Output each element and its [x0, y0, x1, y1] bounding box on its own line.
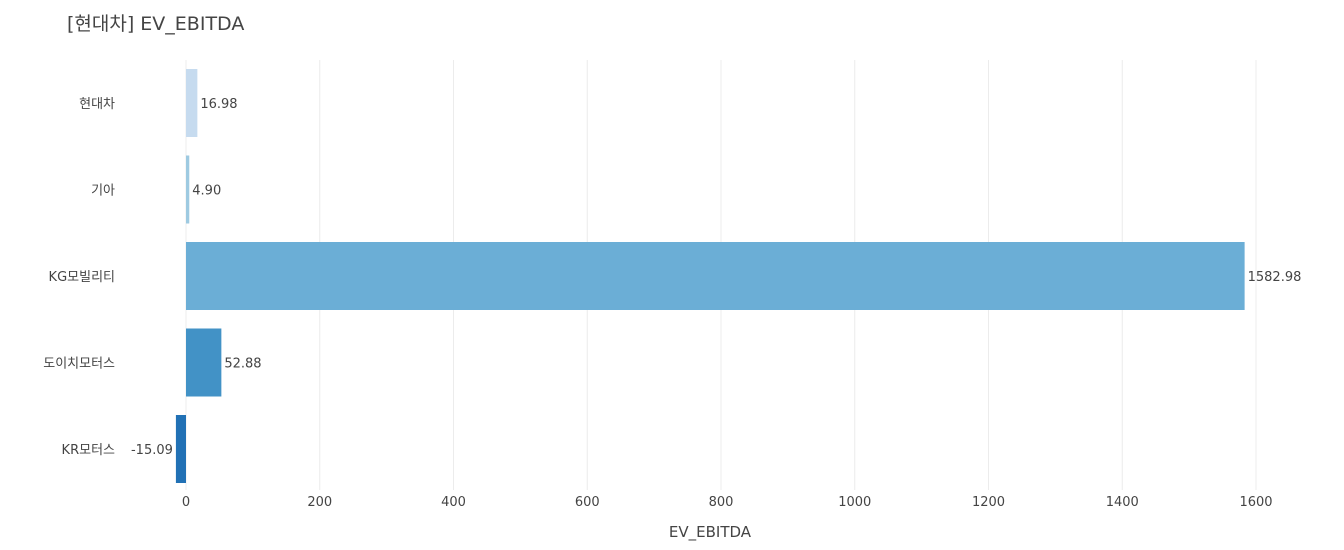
bar — [186, 242, 1245, 310]
data-label: 16.98 — [200, 97, 237, 112]
bar — [175, 415, 186, 483]
value-labels: 16.98 4.90 1582.98 52.88 -15.09 — [131, 97, 1301, 458]
bar — [186, 328, 222, 397]
x-tick-label: 0 — [182, 495, 190, 510]
x-tick-label: 1200 — [972, 495, 1005, 510]
x-tick-label: 800 — [709, 495, 734, 510]
x-tick-labels: 0 200 400 600 800 1000 1200 1400 1600 — [182, 495, 1273, 510]
x-tick-label: 200 — [307, 495, 332, 510]
bars — [175, 69, 1245, 483]
category-label: KR모터스 — [62, 443, 115, 458]
x-tick-label: 1000 — [838, 495, 871, 510]
data-label: 4.90 — [192, 184, 221, 199]
x-tick-label: 1400 — [1106, 495, 1139, 510]
x-tick-label: 400 — [441, 495, 466, 510]
x-axis-title: EV_EBITDA — [669, 523, 752, 542]
x-tick-label: 600 — [575, 495, 600, 510]
bar — [186, 155, 190, 224]
data-label: 1582.98 — [1248, 270, 1302, 285]
data-label: -15.09 — [131, 443, 173, 458]
chart-title: [현대차] EV_EBITDA — [67, 13, 245, 35]
data-label: 52.88 — [224, 357, 261, 372]
category-label: 기아 — [91, 184, 115, 199]
category-label: KG모빌리티 — [49, 270, 115, 285]
category-label: 도이치모터스 — [43, 357, 115, 372]
category-label: 현대차 — [79, 97, 115, 112]
bar — [186, 69, 198, 137]
x-tick-label: 1600 — [1239, 495, 1272, 510]
